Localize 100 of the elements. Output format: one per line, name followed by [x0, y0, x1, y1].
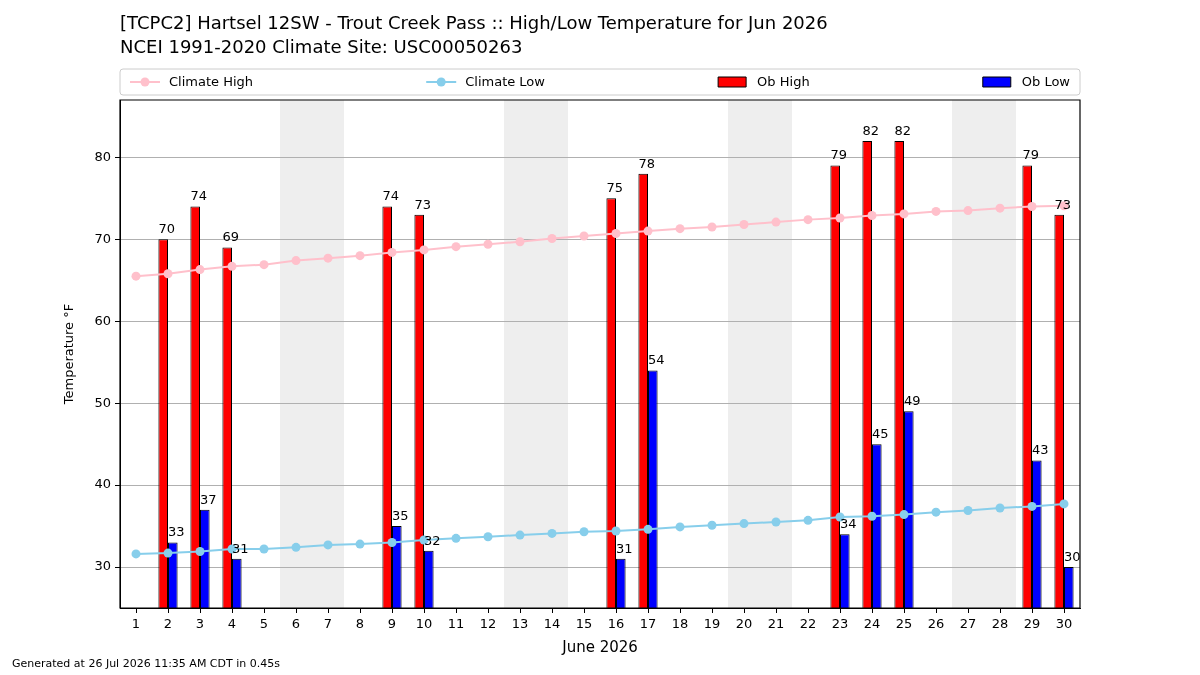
- point: [515, 237, 525, 247]
- x-tick-label: 8: [355, 616, 365, 632]
- x-tick-label: 26: [927, 616, 945, 632]
- data-label: 54: [648, 352, 665, 368]
- point: [963, 506, 973, 515]
- point: [643, 226, 653, 236]
- x-tick-label: 13: [511, 616, 529, 632]
- point: [707, 222, 717, 232]
- x-axis-title: June 2026: [561, 637, 638, 656]
- data-label: 31: [616, 540, 633, 556]
- x-tick-label: 9: [387, 616, 397, 632]
- point: [355, 251, 365, 261]
- point: [739, 519, 749, 529]
- x-tick-label: 27: [959, 616, 977, 632]
- point: [387, 247, 397, 257]
- point: [227, 261, 237, 271]
- data-label: 82: [894, 122, 911, 138]
- data-label: 73: [414, 196, 431, 212]
- x-tick-label: 23: [831, 616, 849, 632]
- x-tick-label: 4: [227, 616, 237, 632]
- y-tick-label: 30: [94, 558, 111, 574]
- point: [547, 528, 557, 538]
- point: [355, 539, 365, 549]
- point: [867, 211, 877, 221]
- data-label: 34: [840, 516, 857, 532]
- point: [771, 517, 781, 527]
- point: [547, 233, 557, 243]
- point: [515, 530, 525, 540]
- x-tick-label: 25: [895, 616, 913, 632]
- data-label: 37: [200, 491, 217, 507]
- data-label: 49: [904, 393, 921, 409]
- data-label: 43: [1032, 442, 1049, 458]
- x-tick-label: 3: [195, 616, 205, 632]
- point: [195, 546, 205, 556]
- point: [163, 269, 173, 279]
- data-label: 78: [638, 155, 655, 171]
- point: [611, 229, 621, 239]
- point: [291, 256, 301, 266]
- x-tick-label: 28: [991, 616, 1009, 632]
- x-tick-label: 1: [131, 616, 141, 632]
- point: [1027, 202, 1037, 212]
- x-tick-label: 12: [479, 616, 497, 632]
- x-tick-label: 17: [639, 616, 657, 632]
- point: [195, 265, 205, 275]
- x-tick-label: 18: [671, 616, 689, 632]
- point: [675, 522, 685, 532]
- point: [931, 206, 941, 216]
- legend-label: Ob Low: [1021, 74, 1071, 90]
- point: [291, 542, 301, 552]
- point: [995, 203, 1005, 213]
- x-tick-label: 20: [735, 616, 753, 632]
- point: [771, 217, 781, 227]
- y-tick-label: 40: [94, 476, 111, 492]
- x-tick-label: 6: [291, 616, 301, 632]
- y-axis-title: Temperature °F: [61, 303, 77, 406]
- point: [131, 271, 141, 281]
- point: [867, 511, 877, 521]
- x-tick-label: 7: [323, 616, 333, 632]
- data-label: 79: [1022, 147, 1039, 163]
- data-label: 33: [168, 524, 185, 540]
- data-label: 74: [382, 188, 399, 204]
- legend-label: Ob High: [757, 74, 810, 90]
- point: [483, 239, 493, 249]
- point: [643, 524, 653, 534]
- x-tick-label: 2: [163, 616, 173, 632]
- point: [675, 224, 685, 234]
- point: [739, 220, 749, 230]
- point: [707, 520, 717, 530]
- data-label: 74: [190, 188, 207, 204]
- point: [483, 532, 493, 542]
- point: [931, 507, 941, 517]
- x-tick-label: 22: [799, 616, 817, 632]
- point: [259, 260, 269, 270]
- point: [579, 231, 589, 241]
- x-tick-label: 5: [259, 616, 269, 632]
- text: Generated at 26 Jul 2026 11:35 AM CDT in 0.45s: [12, 657, 280, 670]
- point: [803, 215, 813, 225]
- data-label: 32: [424, 532, 441, 548]
- point: [963, 206, 973, 216]
- chart-title: [TCPC2] Hartsel 12SW - Trout Creek Pass :: High/Low Temperature for Jun 2026: [120, 12, 828, 34]
- point: [131, 549, 141, 559]
- point: [387, 537, 397, 547]
- data-label: 69: [222, 229, 239, 245]
- point: [835, 213, 845, 223]
- point: [163, 548, 173, 558]
- point: [579, 527, 589, 537]
- x-tick-label: 29: [1023, 616, 1041, 632]
- data-label: 75: [606, 180, 623, 196]
- point: [611, 526, 621, 536]
- x-tick-label: 16: [607, 616, 625, 632]
- point: [323, 540, 333, 550]
- legend-label: Climate High: [169, 74, 254, 90]
- data-label: 70: [158, 221, 175, 237]
- data-label: 79: [830, 147, 847, 163]
- data-label: 73: [1054, 196, 1071, 212]
- x-tick-label: 15: [575, 616, 593, 632]
- data-label: 31: [232, 540, 249, 556]
- point: [419, 245, 429, 255]
- x-tick-label: 11: [447, 616, 465, 632]
- point: [899, 510, 909, 520]
